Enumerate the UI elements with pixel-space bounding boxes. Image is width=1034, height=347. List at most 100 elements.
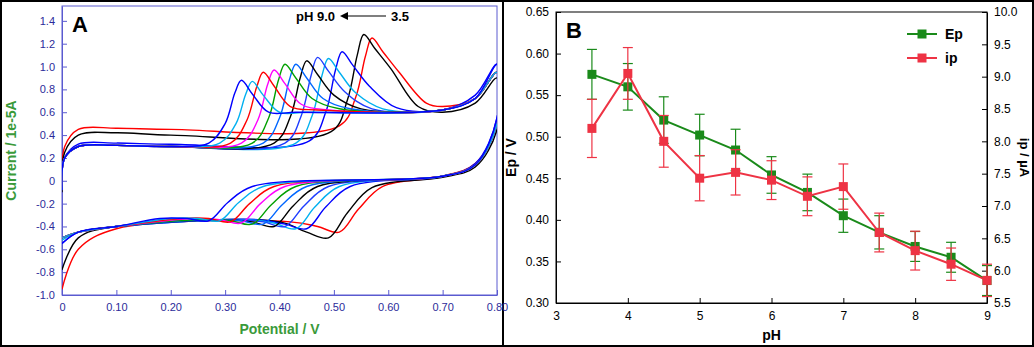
tick-label: 8 xyxy=(912,309,919,323)
tick: 0.20 xyxy=(161,290,182,313)
tick-mark xyxy=(62,89,67,90)
y2-axis-title: ip / µA xyxy=(1017,138,1032,178)
tick-label: 7.0 xyxy=(994,199,1011,213)
cv-curve xyxy=(62,61,497,238)
plot-area xyxy=(587,48,992,297)
series-line xyxy=(592,73,987,280)
y-axis-title: Current / 1e-5A xyxy=(3,100,19,200)
tick: 1.4 xyxy=(40,15,67,27)
marker xyxy=(587,70,596,79)
tick-mark xyxy=(556,54,561,55)
tick-label: 7 xyxy=(840,309,847,323)
tick-label: 0 xyxy=(59,301,65,313)
tick-label: 1.2 xyxy=(40,38,55,50)
tick: 9.0 xyxy=(982,70,1011,84)
x-axis: 00.100.200.300.400.500.600.700.80 xyxy=(59,290,508,313)
tick-label: 6.0 xyxy=(994,264,1011,278)
error-cap xyxy=(802,176,812,177)
tick: 0.40 xyxy=(526,213,561,227)
error-cap xyxy=(874,213,884,214)
tick-label: 9.5 xyxy=(994,38,1011,52)
tick: 0.30 xyxy=(215,290,236,313)
tick: -0.6 xyxy=(36,243,67,255)
tick: 0.45 xyxy=(526,172,561,186)
tick-mark xyxy=(62,67,67,68)
tick-mark xyxy=(843,298,844,303)
tick-mark xyxy=(388,290,389,295)
error-bar xyxy=(802,177,812,216)
tick-mark xyxy=(982,271,987,272)
tick: 5 xyxy=(697,298,704,323)
error-cap xyxy=(695,200,705,201)
panel: 00.100.200.300.400.500.600.700.80-1.0-0.… xyxy=(3,6,508,337)
cv-curve xyxy=(62,35,497,270)
cv-curve xyxy=(62,72,497,238)
tick-label: 6 xyxy=(769,309,776,323)
tick-label: 7.5 xyxy=(994,167,1011,181)
cv-curve xyxy=(62,38,497,289)
annotation: pH 9.0 xyxy=(296,9,335,24)
figure: 00.100.200.300.400.500.600.700.80-1.0-0.… xyxy=(0,0,1034,347)
tick-mark xyxy=(556,137,561,138)
cv-curve xyxy=(62,72,497,238)
tick: 9.5 xyxy=(982,38,1011,52)
tick-label: 0.4 xyxy=(40,129,55,141)
tick-mark xyxy=(62,204,67,205)
tick-label: 0.2 xyxy=(40,152,55,164)
tick-mark xyxy=(982,303,987,304)
tick-mark xyxy=(700,298,701,303)
legend-label: ip xyxy=(945,50,957,66)
cv-curve xyxy=(62,59,497,241)
tick-mark xyxy=(772,298,773,303)
tick-label: 3 xyxy=(553,309,560,323)
tick-label: 8.0 xyxy=(994,135,1011,149)
tick-mark xyxy=(62,44,67,45)
annotation: 3.5 xyxy=(391,9,409,24)
tick-label: 0.60 xyxy=(526,47,550,61)
legend: Ep ip xyxy=(907,26,963,66)
tick-mark xyxy=(556,12,561,13)
tick-label: 0 xyxy=(49,175,55,187)
legend-marker xyxy=(918,54,927,63)
tick-mark xyxy=(280,290,281,295)
tick-label: 0.20 xyxy=(161,301,182,313)
error-cap xyxy=(802,215,812,216)
tick-label: -1.0 xyxy=(36,289,55,301)
tick: 0 xyxy=(49,175,67,187)
error-cap xyxy=(587,49,597,50)
tick: 1.0 xyxy=(40,61,67,73)
tick: 0.40 xyxy=(269,290,290,313)
x-axis-line xyxy=(557,303,988,304)
tick-label: 5.5 xyxy=(994,296,1011,310)
cv-curve xyxy=(62,64,497,238)
legend-label: Ep xyxy=(945,26,963,42)
tick-label: -0.4 xyxy=(36,220,55,232)
tick: 0.60 xyxy=(378,290,399,313)
plot-frame xyxy=(556,12,987,303)
annotation-arrowhead xyxy=(340,12,348,20)
tick-mark xyxy=(497,290,498,295)
marker xyxy=(911,246,920,255)
error-bar xyxy=(659,115,669,167)
tick-label: 0.50 xyxy=(324,301,345,313)
tick-label: 5 xyxy=(697,309,704,323)
tick: 7.5 xyxy=(982,167,1011,181)
tick: 0.65 xyxy=(526,5,561,19)
tick-mark xyxy=(62,112,67,113)
panel-title: B xyxy=(566,18,582,43)
error-cap xyxy=(659,167,669,168)
tick-label: 0.70 xyxy=(432,301,453,313)
tick: 0.10 xyxy=(106,290,127,313)
tick-mark xyxy=(982,12,987,13)
error-cap xyxy=(946,247,956,248)
tick: 8.0 xyxy=(982,135,1011,149)
cv-curve xyxy=(62,64,497,238)
error-cap xyxy=(695,155,705,156)
tick: 7 xyxy=(840,298,847,323)
tick-mark xyxy=(556,95,561,96)
tick-mark xyxy=(556,178,561,179)
tick-mark xyxy=(982,206,987,207)
tick-mark xyxy=(116,290,117,295)
tick-mark xyxy=(62,181,67,182)
y-axis: 0.300.350.400.450.500.550.600.65 xyxy=(526,5,561,310)
